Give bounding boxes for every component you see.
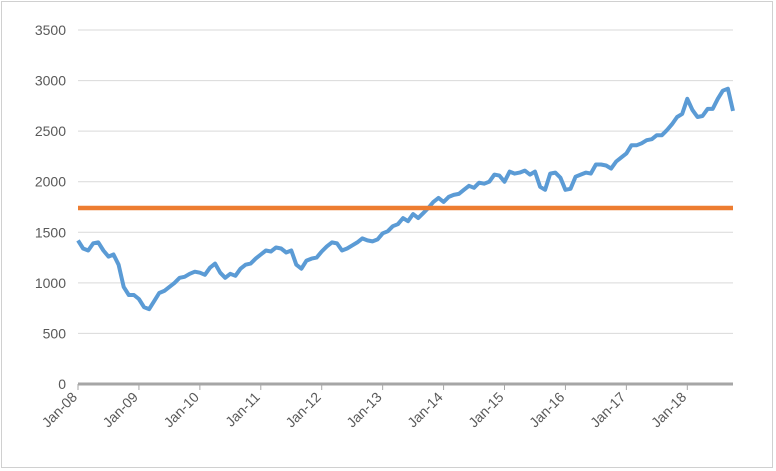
x-axis-labels: Jan-08 Jan-09 Jan-10 Jan-11 Jan-12 Jan-13 Jan-…	[39, 384, 690, 430]
gridlines	[78, 29, 733, 334]
y-tick-label: 2500	[35, 123, 66, 139]
x-tick-label: Jan-09	[99, 389, 141, 431]
x-tick-label: Jan-11	[222, 389, 263, 430]
x-tick-label: Jan-16	[526, 389, 568, 431]
y-tick-label: 3000	[35, 73, 66, 89]
x-tick-label: Jan-13	[343, 389, 385, 431]
x-tick-label: Jan-14	[404, 389, 446, 431]
y-axis-labels: 0 500 1000 1500 2000 2500 3000 3500	[35, 22, 66, 392]
series-layer	[76, 86, 735, 312]
x-tick-label: Jan-17	[587, 389, 629, 431]
x-tick-label: Jan-10	[160, 389, 202, 431]
y-tick-label: 500	[43, 325, 67, 341]
y-tick-label: 1500	[35, 224, 66, 240]
x-tick-label: Jan-15	[465, 389, 507, 431]
y-tick-label: 0	[58, 376, 66, 392]
series-line-index	[76, 86, 735, 312]
x-tick-label: Jan-18	[648, 389, 690, 431]
x-tick-label: Jan-08	[39, 389, 81, 431]
y-tick-label: 1000	[35, 275, 66, 291]
y-tick-label: 3500	[35, 22, 66, 38]
y-tick-label: 2000	[35, 174, 66, 190]
x-tick-label: Jan-12	[282, 389, 324, 431]
